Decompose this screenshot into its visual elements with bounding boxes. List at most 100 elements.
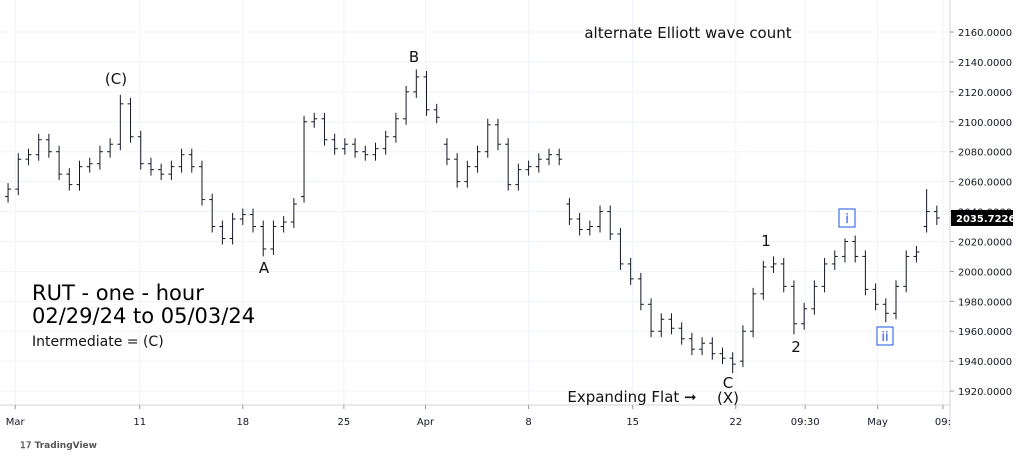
ohlc-bar bbox=[168, 160, 175, 181]
ohlc-bar bbox=[56, 145, 63, 181]
ohlc-bar bbox=[607, 205, 614, 240]
ohlc-bar bbox=[576, 213, 583, 236]
ohlc-bar bbox=[341, 138, 348, 155]
ohlc-bar bbox=[321, 112, 328, 146]
x-tick-label: 09: bbox=[935, 417, 951, 428]
ohlc-bar bbox=[739, 325, 746, 368]
y-tick-label: 2100.0000 bbox=[958, 118, 1012, 129]
wave-label: 2 bbox=[791, 338, 801, 356]
ohlc-bar bbox=[270, 220, 277, 255]
x-tick-label: 8 bbox=[525, 417, 531, 428]
ohlc-bar bbox=[382, 130, 389, 155]
ohlc-bar bbox=[515, 163, 522, 191]
ohlc-bar bbox=[5, 183, 12, 203]
ohlc-bar bbox=[443, 138, 450, 166]
ohlc-bar bbox=[178, 148, 185, 173]
wave-label: (C) bbox=[105, 70, 127, 88]
ohlc-bar bbox=[229, 213, 236, 245]
ohlc-bar bbox=[250, 208, 257, 233]
ohlc-bar bbox=[535, 153, 542, 173]
y-tick-label: 1940.0000 bbox=[958, 357, 1012, 368]
ohlc-bar bbox=[627, 257, 634, 285]
ohlc-bar bbox=[147, 157, 154, 176]
ohlc-bar bbox=[25, 148, 32, 166]
ohlc-bar bbox=[96, 145, 103, 170]
wave-box bbox=[838, 208, 856, 228]
ohlc-bar bbox=[597, 205, 604, 233]
ohlc-bar bbox=[505, 138, 512, 191]
ohlc-bar bbox=[127, 97, 134, 143]
ohlc-bar bbox=[352, 138, 359, 158]
y-tick-label: 2020.0000 bbox=[958, 237, 1012, 248]
ohlc-bar bbox=[658, 313, 665, 338]
ohlc-bar bbox=[219, 220, 226, 245]
subtitle: Intermediate = (C) bbox=[32, 334, 164, 350]
x-tick-label: 25 bbox=[337, 417, 350, 428]
x-tick-label: 09:30 bbox=[791, 417, 820, 428]
ohlc-bar bbox=[678, 322, 685, 345]
ohlc-bar bbox=[933, 205, 940, 226]
ohlc-bar bbox=[45, 133, 52, 158]
ohlc-bar bbox=[392, 112, 399, 143]
ohlc-bar bbox=[198, 160, 205, 206]
x-tick-label: May bbox=[867, 417, 888, 428]
wave-label: 1 bbox=[761, 232, 771, 250]
y-tick-label: 1980.0000 bbox=[958, 297, 1012, 308]
last-price-label: 2035.7226 bbox=[956, 214, 1016, 225]
ohlc-bar bbox=[433, 103, 440, 124]
ohlc-bar bbox=[474, 145, 481, 173]
ohlc-bar bbox=[372, 142, 379, 161]
ohlc-bar bbox=[668, 313, 675, 335]
ohlc-bar bbox=[699, 337, 706, 356]
y-tick-label: 1960.0000 bbox=[958, 327, 1012, 338]
ohlc-bar bbox=[688, 332, 695, 356]
ohlc-bar bbox=[862, 250, 869, 296]
wave-label: C bbox=[723, 374, 733, 392]
ohlc-bar bbox=[893, 280, 900, 320]
ohlc-bar bbox=[903, 250, 910, 293]
ohlc-bar bbox=[545, 148, 552, 166]
ohlc-bar bbox=[260, 220, 267, 257]
ohlc-bar bbox=[76, 160, 83, 191]
wave-label: i bbox=[845, 212, 849, 227]
subtitle: 02/29/24 to 05/03/24 bbox=[32, 304, 255, 328]
subtitle: RUT - one - hour bbox=[32, 281, 204, 305]
ohlc-bar bbox=[750, 287, 757, 338]
ohlc-bar bbox=[494, 118, 501, 151]
ohlc-bar bbox=[709, 337, 716, 360]
ohlc-bar bbox=[760, 260, 767, 300]
ohlc-bar bbox=[331, 133, 338, 155]
ohlc-bar bbox=[882, 298, 889, 323]
ohlc-bar bbox=[913, 245, 920, 263]
ohlc-bar bbox=[801, 302, 808, 330]
y-tick-label: 2080.0000 bbox=[958, 148, 1012, 159]
ohlc-bar bbox=[137, 130, 144, 170]
ohlc-bar bbox=[617, 228, 624, 270]
ohlc-bar bbox=[852, 235, 859, 263]
ohlc-bar bbox=[311, 112, 318, 128]
y-tick-label: 2060.0000 bbox=[958, 178, 1012, 189]
last-price-box bbox=[951, 209, 1013, 226]
y-tick-label: 2000.0000 bbox=[958, 267, 1012, 278]
wave-box bbox=[876, 326, 894, 346]
ohlc-bar bbox=[637, 272, 644, 311]
chart-title: alternate Elliott wave count bbox=[584, 24, 791, 42]
wave-label: Expanding Flat ➞ bbox=[567, 388, 696, 406]
watermark: 𝟣𝟩 TradingView bbox=[20, 440, 97, 451]
x-tick-label: Apr bbox=[417, 417, 435, 428]
y-tick-label: 2160.0000 bbox=[958, 28, 1012, 39]
ohlc-bar bbox=[86, 157, 93, 173]
ohlc-bar bbox=[454, 153, 461, 188]
ohlc-bar bbox=[872, 283, 879, 311]
ohlc-bar bbox=[15, 153, 22, 196]
ohlc-bar bbox=[280, 216, 287, 233]
ohlc-bar bbox=[586, 220, 593, 236]
ohlc-bar bbox=[464, 160, 471, 188]
watermark-text: TradingView bbox=[35, 441, 97, 451]
wave-label: (X) bbox=[717, 389, 739, 407]
ohlc-bar bbox=[556, 148, 563, 166]
x-tick-label: 22 bbox=[729, 417, 742, 428]
ohlc-bar bbox=[301, 115, 308, 203]
